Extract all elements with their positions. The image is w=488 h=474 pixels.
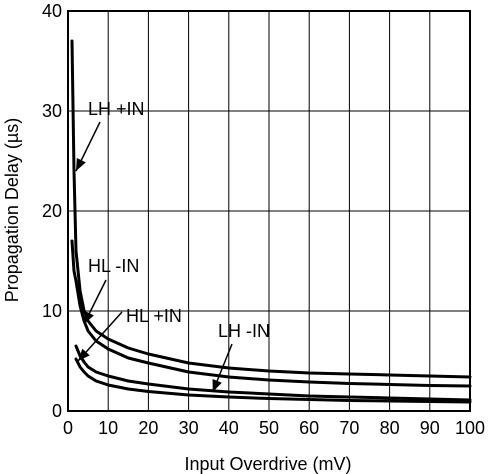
annotation-arrow-head xyxy=(76,158,86,171)
x-axis-label: Input Overdrive (mV) xyxy=(184,454,351,474)
x-tick-label: 30 xyxy=(179,418,199,438)
annotation-arrow-head xyxy=(84,311,94,324)
series-line-hl-in xyxy=(70,239,472,388)
x-tick-label: 100 xyxy=(455,418,485,438)
y-axis-label: Propagation Delay (µs) xyxy=(2,118,22,302)
series-line-lh-in xyxy=(70,39,472,379)
y-tick-label: 20 xyxy=(42,201,62,221)
annotation-lh-minus-in: LH -IN xyxy=(218,321,270,341)
y-tick-labels: 0 10 20 30 40 xyxy=(42,1,62,421)
x-tick-label: 40 xyxy=(219,418,239,438)
x-tick-label: 70 xyxy=(339,418,359,438)
series-curves xyxy=(70,39,472,404)
y-tick-label: 10 xyxy=(42,301,62,321)
annotation-lh-plus-in: LH +IN xyxy=(88,99,145,119)
annotation-arrow-head xyxy=(78,348,90,361)
x-tick-label: 0 xyxy=(63,418,73,438)
annotation-arrows xyxy=(75,121,233,393)
x-tick-label: 80 xyxy=(380,418,400,438)
x-tick-label: 60 xyxy=(299,418,319,438)
x-tick-label: 90 xyxy=(420,418,440,438)
y-tick-label: 30 xyxy=(42,101,62,121)
y-tick-label: 0 xyxy=(52,401,62,421)
series-line-lh-in xyxy=(74,357,472,404)
x-tick-labels: 0 10 20 30 40 50 60 70 80 90 100 xyxy=(63,418,485,438)
x-tick-label: 20 xyxy=(138,418,158,438)
x-tick-label: 50 xyxy=(259,418,279,438)
annotation-hl-minus-in: HL -IN xyxy=(88,256,139,276)
series-line-hl-in xyxy=(74,344,472,402)
annotation-hl-plus-in: HL +IN xyxy=(126,306,182,326)
x-tick-label: 10 xyxy=(98,418,118,438)
y-tick-label: 40 xyxy=(42,1,62,21)
plot-frame xyxy=(67,10,471,412)
grid-lines xyxy=(67,10,471,412)
annotation-arrow-head xyxy=(212,379,222,392)
